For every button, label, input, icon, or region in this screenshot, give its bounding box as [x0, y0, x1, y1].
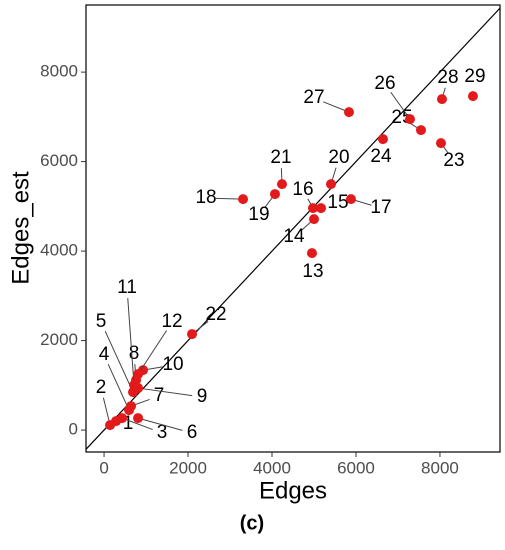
point	[316, 203, 327, 214]
point-label: 12	[161, 311, 182, 332]
point	[105, 420, 116, 431]
point-label: 17	[370, 197, 391, 218]
point-label: 13	[302, 261, 323, 282]
point	[126, 401, 137, 412]
point-label: 28	[437, 67, 458, 88]
point-label: 23	[443, 150, 464, 171]
leader-line	[127, 297, 135, 386]
point	[436, 94, 447, 105]
point	[117, 413, 128, 424]
point-label: 19	[248, 204, 269, 225]
x-tick-label: 0	[99, 458, 108, 477]
point-label: 20	[328, 147, 349, 168]
y-axis-title: Edges_est	[7, 171, 34, 285]
point-label: 29	[464, 66, 485, 87]
point	[404, 114, 415, 125]
diagonal	[85, 7, 501, 450]
point	[129, 380, 140, 391]
point-label: 11	[117, 277, 137, 298]
x-tick-label: 8000	[421, 458, 459, 477]
point	[415, 125, 426, 136]
point-label: 5	[96, 311, 107, 332]
point	[306, 248, 317, 259]
point	[307, 203, 318, 214]
point-label: 1	[123, 413, 134, 434]
point	[133, 413, 144, 424]
point	[467, 91, 478, 102]
point	[276, 179, 287, 190]
point-label: 27	[303, 87, 324, 108]
y-tick-label: 8000	[40, 62, 78, 81]
point	[308, 214, 319, 225]
point-label: 24	[370, 146, 392, 167]
caption: (c)	[240, 512, 264, 534]
x-tick-label: 6000	[337, 458, 375, 477]
leader-line	[107, 363, 130, 411]
leader-line	[137, 417, 183, 431]
plot-frame	[85, 4, 501, 453]
point	[187, 329, 198, 340]
point-label: 6	[187, 422, 198, 443]
leader-line	[390, 91, 411, 120]
point	[238, 194, 249, 205]
point	[325, 179, 336, 190]
leader-line	[104, 330, 134, 393]
point-label: 22	[205, 304, 226, 325]
point-label: 18	[195, 187, 216, 208]
point-label: 21	[270, 147, 291, 168]
point	[343, 107, 354, 118]
x-tick-label: 2000	[169, 458, 207, 477]
point-label: 9	[197, 386, 208, 407]
point-label: 4	[99, 344, 110, 365]
point-label: 10	[162, 354, 183, 375]
point	[133, 369, 144, 380]
y-tick-label: 6000	[40, 151, 78, 170]
point-label: 3	[157, 422, 168, 443]
y-tick-label: 4000	[40, 241, 78, 260]
point	[435, 138, 446, 149]
point-label: 26	[374, 73, 395, 94]
point-label: 7	[154, 385, 165, 406]
point-label: 15	[327, 192, 348, 213]
point-label: 16	[292, 179, 313, 200]
y-tick-label: 0	[69, 420, 78, 439]
point-label: 8	[129, 343, 140, 364]
point-label: 14	[283, 226, 305, 247]
leader-line	[137, 387, 193, 397]
point	[377, 134, 388, 145]
point-label: 2	[96, 377, 107, 398]
x-axis-title: Edges	[259, 477, 327, 504]
leader-line	[121, 417, 153, 431]
point	[345, 194, 356, 205]
x-tick-label: 4000	[253, 458, 291, 477]
point	[269, 189, 280, 200]
y-tick-label: 2000	[40, 330, 78, 349]
leader-line	[137, 330, 168, 375]
